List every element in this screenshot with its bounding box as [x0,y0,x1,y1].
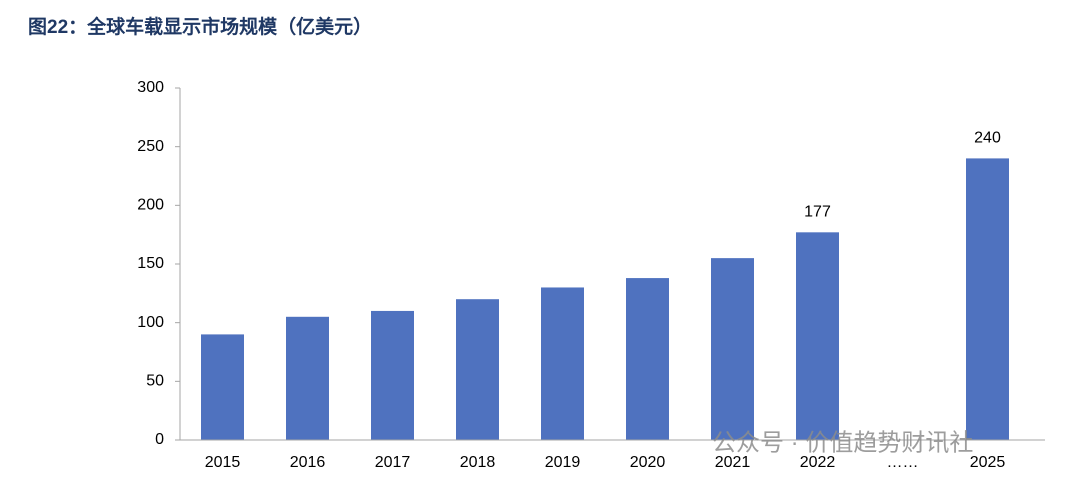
y-tick-label: 250 [137,138,164,155]
bar [796,232,839,440]
bar [711,258,754,440]
bar [201,334,244,440]
x-tick-label: 2019 [545,454,581,471]
x-tick-label: 2017 [375,454,411,471]
data-label: 177 [804,204,831,221]
y-tick-label: 100 [137,314,164,331]
bar [286,316,329,440]
x-tick-label: 2022 [800,454,836,471]
x-tick-label: 2018 [460,454,496,471]
x-tick-label: 2021 [715,454,751,471]
y-tick-label: 300 [137,79,164,96]
x-tick-label: …… [887,454,919,471]
watermark: 公众号 · 价值趋势财讯社 [712,429,973,456]
bar [966,158,1009,440]
x-tick-label: 2020 [630,454,666,471]
y-tick-label: 150 [137,255,164,272]
bar [626,278,669,440]
y-tick-label: 0 [155,431,164,448]
bar [371,310,414,440]
bar [456,299,499,440]
y-tick-label: 50 [146,373,164,390]
bar [541,287,584,440]
data-label: 240 [974,130,1001,147]
y-tick-label: 200 [137,197,164,214]
x-tick-label: 2016 [290,454,326,471]
x-tick-label: 2015 [205,454,241,471]
chart-title: 图22：全球车载显示市场规模（亿美元） [28,15,372,38]
x-tick-label: 2025 [970,454,1006,471]
